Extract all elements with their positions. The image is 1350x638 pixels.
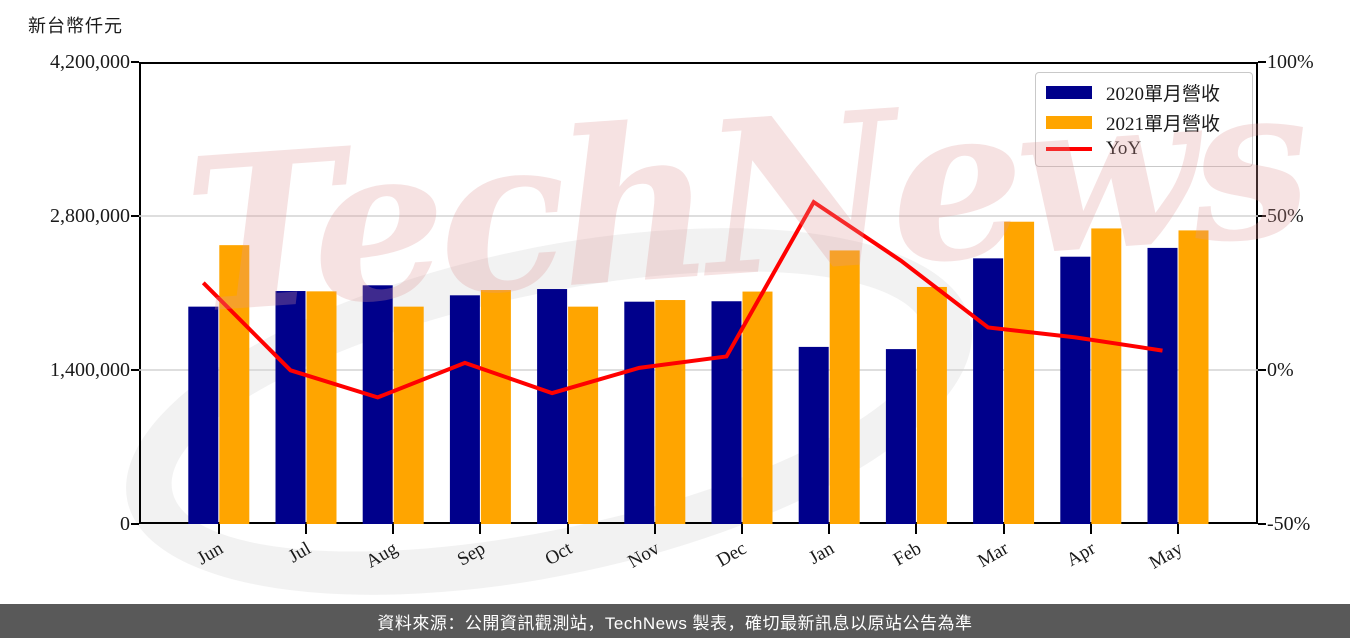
x-tickmark-Feb xyxy=(915,524,918,534)
x-tick-Aug: Aug xyxy=(362,538,402,573)
legend-swatch-2020 xyxy=(1046,86,1092,100)
x-tick-Oct: Oct xyxy=(541,538,577,570)
bar-2021-Jun xyxy=(219,245,250,524)
y-left-tickmark xyxy=(131,61,139,63)
bar-2021-May xyxy=(1178,230,1209,524)
y-left-tickmark xyxy=(131,369,139,371)
x-tickmark-Jul xyxy=(305,524,307,534)
legend-label-2020: 2020單月營收 xyxy=(1106,84,1221,106)
bar-2020-May xyxy=(1147,247,1178,524)
x-tickmark-Oct xyxy=(566,524,569,534)
y-right-tick-0%: 0% xyxy=(1267,359,1294,381)
combo-chart-canvas xyxy=(139,199,1258,524)
x-tickmark-Nov xyxy=(653,524,656,534)
y-right-tick-100%: 100% xyxy=(1267,51,1314,73)
legend-item-yoy: YoY xyxy=(1046,138,1242,160)
bar-2021-Jan xyxy=(829,250,860,524)
y-left-tickmark xyxy=(131,523,139,525)
x-tick-Jun: Jun xyxy=(193,538,228,570)
y-right-tickmark xyxy=(1258,369,1266,371)
y-axis-unit-label: 新台幣仟元 xyxy=(28,16,123,36)
bar-2020-Jul xyxy=(275,291,306,524)
legend-item-2020: 2020單月營收 xyxy=(1046,79,1242,106)
legend-item-2021: 2021單月營收 xyxy=(1046,109,1242,136)
y-left-tickmark xyxy=(131,215,139,217)
bar-2020-Oct xyxy=(537,289,568,524)
y-right-tickmark xyxy=(1258,215,1266,217)
bar-2020-Jun xyxy=(188,306,219,524)
y-left-tick-0: 0 xyxy=(120,513,130,535)
x-tick-Mar: Mar xyxy=(974,538,1013,573)
y-left-tick-1,400,000: 1,400,000 xyxy=(50,359,130,381)
x-tickmark-Mar xyxy=(1002,524,1005,534)
x-tick-Sep: Sep xyxy=(453,538,489,571)
bar-2021-Mar xyxy=(1004,221,1035,524)
x-tickmark-Aug xyxy=(392,524,395,534)
bar-2021-Dec xyxy=(742,291,773,524)
x-tickmark-Apr xyxy=(1089,524,1092,534)
x-tick-Nov: Nov xyxy=(624,538,664,573)
legend-label-yoy: YoY xyxy=(1106,137,1142,159)
x-tick-May: May xyxy=(1145,538,1187,574)
x-tickmark-Sep xyxy=(479,524,482,534)
yoy-line xyxy=(201,199,1163,400)
bar-2020-Feb xyxy=(885,349,916,524)
bar-2021-Oct xyxy=(568,306,599,524)
footer-source-bar: 資料來源：公開資訊觀測站，TechNews 製表，確切最新訊息以原站公告為準 xyxy=(0,604,1350,638)
y-right-tick--50%: -50% xyxy=(1267,513,1311,535)
legend-label-2021: 2021單月營收 xyxy=(1106,113,1221,135)
bar-2021-Nov xyxy=(655,300,686,524)
x-tickmark-Jun xyxy=(217,524,220,534)
bar-2020-Nov xyxy=(624,301,655,524)
bar-2020-Jan xyxy=(798,346,829,524)
y-right-tick-50%: 50% xyxy=(1267,205,1304,227)
x-tickmark-Dec xyxy=(741,524,743,534)
plot-frame xyxy=(139,62,1258,524)
bar-2020-Apr xyxy=(1060,256,1091,524)
legend-box: 2020單月營收 2021單月營收 YoY xyxy=(1035,72,1253,167)
y-right-tickmark xyxy=(1258,523,1266,525)
x-tick-Dec: Dec xyxy=(713,538,751,572)
bar-2021-Apr xyxy=(1091,228,1122,524)
bar-2020-Mar xyxy=(973,258,1004,524)
x-tickmark-Jan xyxy=(828,524,831,534)
x-tick-Jul: Jul xyxy=(284,538,315,568)
bar-2020-Aug xyxy=(362,285,393,524)
bar-2021-Aug xyxy=(393,306,424,524)
x-tickmark-May xyxy=(1177,524,1179,534)
bar-2021-Jul xyxy=(306,291,337,524)
footer-source-text: 資料來源：公開資訊觀測站，TechNews 製表，確切最新訊息以原站公告為準 xyxy=(377,613,973,633)
x-tick-Jan: Jan xyxy=(805,538,838,569)
x-tick-Feb: Feb xyxy=(889,538,925,571)
bar-2020-Sep xyxy=(449,295,480,524)
bar-2021-Sep xyxy=(480,290,511,524)
legend-swatch-2021 xyxy=(1046,115,1092,129)
y-left-tick-4,200,000: 4,200,000 xyxy=(50,51,130,73)
bar-2021-Feb xyxy=(916,286,947,524)
y-right-tickmark xyxy=(1258,61,1266,63)
y-left-tick-2,800,000: 2,800,000 xyxy=(50,205,130,227)
x-tick-Apr: Apr xyxy=(1063,538,1100,571)
legend-line-yoy xyxy=(1046,146,1092,151)
